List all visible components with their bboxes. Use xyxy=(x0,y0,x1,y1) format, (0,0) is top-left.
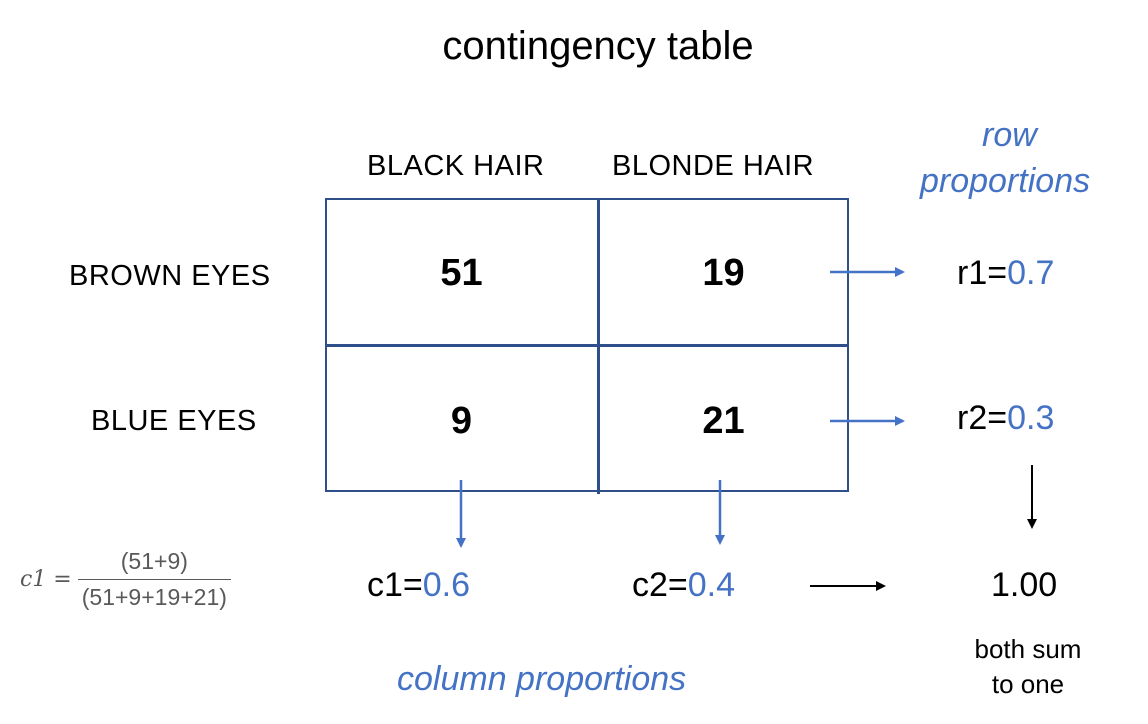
row-header-blue-eyes: BLUE EYES xyxy=(91,405,257,437)
column-proportions-heading: column proportions xyxy=(397,660,687,698)
total-sum: 1.00 xyxy=(991,566,1058,604)
column-proportion-c1-value: 0.6 xyxy=(422,566,471,604)
page-title: contingency table xyxy=(442,24,754,68)
column-header-black-hair: BLACK HAIR xyxy=(367,150,545,182)
cell-blue-black: 9 xyxy=(450,400,473,442)
column-header-blonde-hair: BLONDE HAIR xyxy=(612,150,815,182)
row-proportions-heading-line1: row xyxy=(982,116,1037,154)
formula-numerator: (51+9) xyxy=(120,548,188,574)
row-proportion-r2-label: r2= xyxy=(957,399,1008,437)
column-proportion-c2: c2=0.4 xyxy=(632,566,735,605)
formula-fraction: (51+9) (51+9+19+21) xyxy=(77,548,231,611)
formula-lhs: c1 = xyxy=(20,567,72,592)
row-proportion-r1-value: 0.7 xyxy=(1007,254,1055,292)
row-proportion-r1-label: r1= xyxy=(957,254,1008,292)
row-proportions-heading-line2: proportions xyxy=(920,162,1091,200)
sum-note: both sum to one xyxy=(948,632,1108,702)
row-proportion-r2: r2=0.3 xyxy=(957,399,1054,438)
cell-brown-black: 51 xyxy=(440,252,483,294)
column-proportion-c1: c1=0.6 xyxy=(367,566,470,605)
row-header-brown-eyes: BROWN EYES xyxy=(69,260,271,292)
row-proportion-r1: r1=0.7 xyxy=(957,254,1054,293)
column-proportion-c2-label: c2= xyxy=(632,566,688,604)
grid-horizontal-divider xyxy=(325,344,849,347)
row-proportion-r2-value: 0.3 xyxy=(1007,399,1055,437)
c1-formula: c1 = (51+9) (51+9+19+21) xyxy=(20,548,231,611)
sum-note-line1: both sum xyxy=(974,634,1082,664)
cell-brown-blonde: 19 xyxy=(702,252,745,294)
column-proportion-c2-value: 0.4 xyxy=(687,566,736,604)
sum-note-line2: to one xyxy=(991,669,1065,699)
cell-blue-blonde: 21 xyxy=(702,400,745,442)
column-proportion-c1-label: c1= xyxy=(367,566,423,604)
formula-denominator: (51+9+19+21) xyxy=(77,579,231,611)
